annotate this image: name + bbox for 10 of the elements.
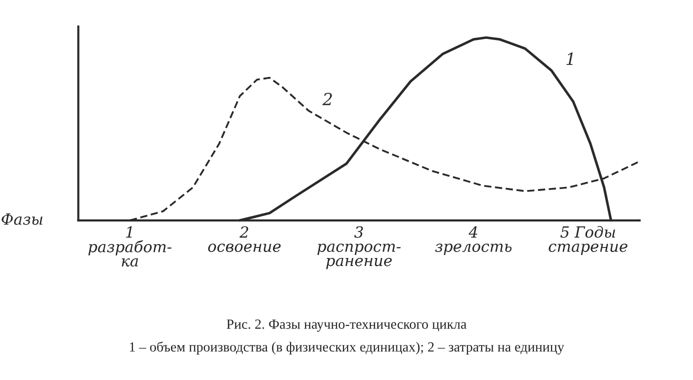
x-axis-title: Фазы	[2, 213, 42, 225]
x-tick-label: 5 Годы старение	[548, 226, 628, 255]
x-tick-label: 4 зрелость	[435, 226, 512, 255]
x-tick-label: 1 разработ- ка	[88, 226, 172, 267]
x-tick-label: 3 распрост- ранение	[317, 226, 401, 270]
x-tick-label: 2 освоение	[208, 226, 281, 252]
series-label: 2	[322, 92, 332, 106]
series-label: 1	[566, 52, 573, 65]
text: Рис. 2. Фазы научно-технического цикла	[226, 320, 466, 332]
text: 1 – объем производства (в физических единицах); 2 – затраты на единицу	[130, 342, 564, 354]
